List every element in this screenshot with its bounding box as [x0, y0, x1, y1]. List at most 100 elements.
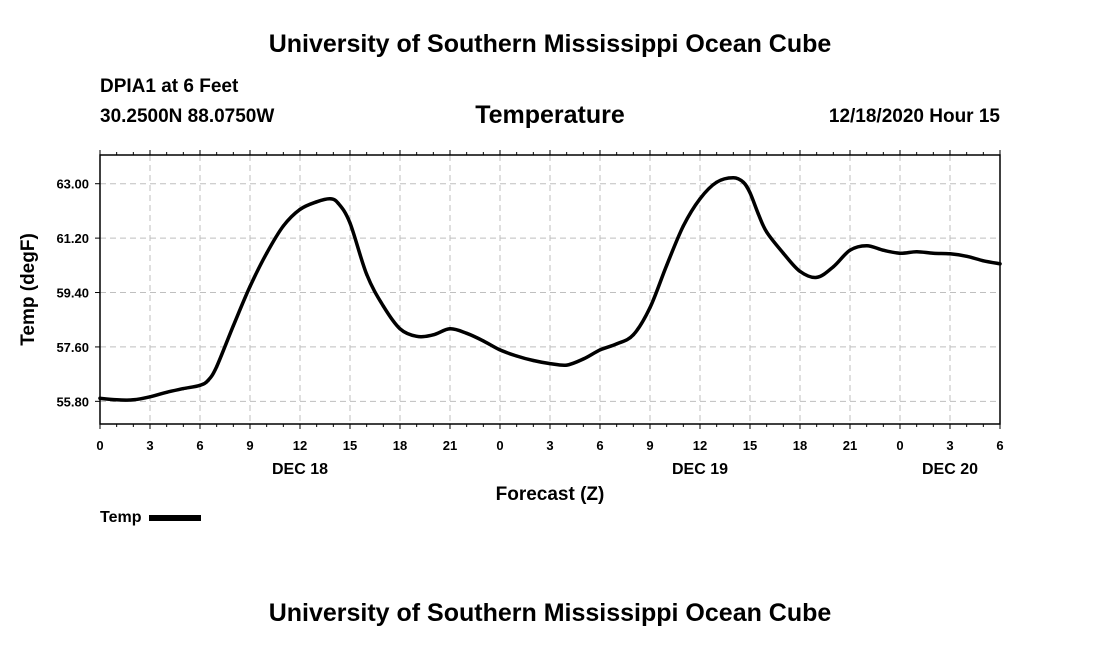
temp-data-point: [648, 306, 652, 310]
temp-data-point: [681, 224, 685, 228]
legend: Temp: [100, 509, 202, 527]
temp-data-point: [181, 387, 185, 391]
temp-data-point: [215, 365, 219, 369]
station-name: DPIA1 at 6 Feet: [100, 76, 239, 97]
temp-data-point: [741, 180, 745, 184]
temp-data-point: [798, 269, 802, 273]
legend-line-swatch: [149, 514, 202, 521]
x-tick-label: 9: [646, 438, 653, 453]
x-tick-label: 18: [793, 438, 807, 453]
x-tick-label: 3: [146, 438, 153, 453]
x-tick-label: 18: [393, 438, 407, 453]
temp-data-point: [481, 339, 485, 343]
y-tick-label: 57.60: [56, 340, 89, 355]
temp-data-point: [398, 327, 402, 331]
temp-data-point: [915, 250, 919, 254]
temp-data-point: [965, 254, 969, 258]
temp-data-point: [148, 395, 152, 399]
temp-data-point: [598, 348, 602, 352]
x-tick-label: 15: [743, 438, 757, 453]
temp-data-point: [565, 363, 569, 367]
temp-data-point: [548, 362, 552, 366]
legend-label: Temp: [100, 509, 142, 526]
temp-data-point: [298, 207, 302, 211]
x-day-label: DEC 19: [672, 461, 728, 478]
x-tick-label: 0: [96, 438, 103, 453]
temp-data-point: [731, 176, 735, 180]
temp-data-point: [981, 259, 985, 263]
series-layer: [98, 175, 1002, 402]
temp-data-point: [265, 251, 269, 255]
x-day-label: DEC 18: [272, 461, 328, 478]
temp-data-point: [665, 263, 669, 267]
temp-data-point: [748, 191, 752, 195]
y-tick-label: 59.40: [56, 286, 89, 301]
temp-data-point: [581, 357, 585, 361]
x-tick-label: 12: [693, 438, 707, 453]
y-axis-title: Temp (degF): [18, 233, 39, 346]
temp-data-point: [715, 180, 719, 184]
chart-title: Temperature: [475, 101, 625, 129]
temp-data-point: [531, 358, 535, 363]
y-tick-label: 63.00: [56, 177, 89, 192]
x-day-label: DEC 20: [922, 461, 978, 478]
temp-data-point: [281, 224, 285, 228]
temp-data-point: [415, 334, 419, 338]
temp-data-point: [231, 324, 235, 328]
temp-data-point: [131, 398, 135, 402]
x-tick-label: 21: [443, 438, 457, 453]
temp-data-point: [315, 200, 319, 204]
x-tick-label: 15: [343, 438, 357, 453]
temp-data-point: [831, 265, 835, 269]
temp-data-point: [631, 333, 635, 337]
temp-data-point: [336, 201, 340, 205]
x-tick-label: 6: [196, 438, 203, 453]
chart-header-title: University of Southern Mississippi Ocean…: [268, 30, 832, 58]
temp-data-point: [898, 251, 902, 255]
temp-data-point: [328, 197, 332, 201]
chart-footer-title: University of Southern Mississippi Ocean…: [268, 599, 832, 627]
temp-data-point: [931, 251, 935, 255]
temp-data-point: [206, 378, 210, 382]
x-axis-title: Forecast (Z): [496, 484, 605, 505]
temp-data-point: [615, 342, 619, 346]
temp-data-point: [431, 333, 435, 337]
temp-data-point: [781, 251, 785, 255]
x-tick-label: 6: [596, 438, 603, 453]
temp-data-point: [815, 275, 819, 279]
y-tick-label: 61.20: [56, 231, 89, 246]
temp-data-point: [448, 327, 452, 331]
temp-data-point: [365, 272, 369, 276]
x-tick-label: 0: [896, 438, 903, 453]
temp-data-point: [948, 252, 952, 256]
temp-data-point: [865, 244, 869, 248]
temp-data-point: [465, 331, 469, 335]
x-tick-label: 21: [843, 438, 857, 453]
axis-ticks: [95, 150, 1001, 429]
valid-time: 12/18/2020 Hour 15: [828, 106, 1000, 127]
x-tick-label: 12: [293, 438, 307, 453]
temp-data-point: [165, 390, 169, 394]
temp-data-point: [848, 248, 852, 252]
temp-data-point: [765, 230, 769, 234]
temp-data-point: [248, 284, 252, 289]
temp-data-point: [381, 304, 385, 308]
temp-data-point: [198, 383, 202, 387]
axis-labels: 0 3 6 9 12 15 18 21 0 3 6 9 12 15 18 21 0 3 6 55.80 57.60 59.…: [56, 177, 1003, 478]
temp-data-point: [756, 212, 760, 216]
temp-data-point: [348, 221, 352, 225]
temp-data-point: [881, 248, 885, 252]
x-tick-label: 6: [996, 438, 1003, 453]
temp-data-point: [115, 398, 119, 402]
x-tick-label: 3: [546, 438, 553, 453]
y-tick-label: 55.80: [56, 394, 89, 409]
station-coordinates: 30.2500N 88.0750W: [100, 106, 275, 127]
temp-data-point: [498, 348, 502, 352]
grid-lines: [100, 155, 1000, 424]
x-tick-label: 9: [246, 438, 253, 453]
temp-data-point: [698, 197, 702, 201]
x-tick-label: 0: [496, 438, 503, 453]
x-tick-label: 3: [946, 438, 953, 453]
temp-data-point: [515, 354, 519, 358]
